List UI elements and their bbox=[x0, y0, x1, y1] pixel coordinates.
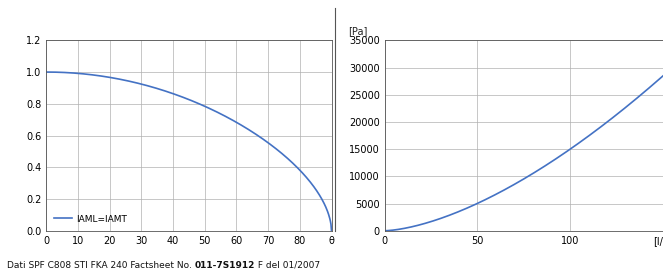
Text: PERDITA DI CARICO: PERDITA DI CARICO bbox=[425, 17, 576, 31]
Legend: IAML=IAMT: IAML=IAMT bbox=[51, 212, 130, 226]
Text: [Pa]: [Pa] bbox=[348, 26, 368, 36]
Text: IAM: IAM bbox=[151, 17, 180, 31]
Text: Dati SPF C808 STI FKA 240 Factsheet No.: Dati SPF C808 STI FKA 240 Factsheet No. bbox=[7, 261, 194, 270]
Text: F del 01/2007: F del 01/2007 bbox=[255, 261, 320, 270]
Text: 011-7S1912: 011-7S1912 bbox=[194, 261, 255, 270]
